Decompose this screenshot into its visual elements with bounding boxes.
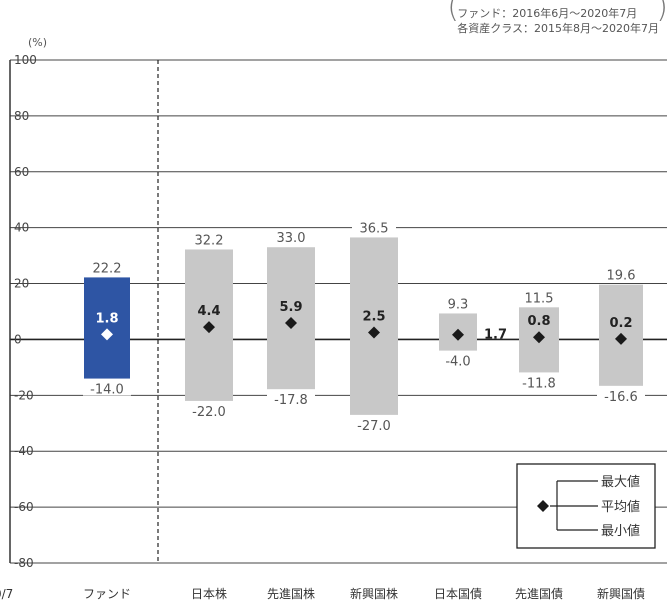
legend-label: 最大値	[601, 474, 640, 490]
y-tick-label: -40	[14, 444, 34, 458]
min-label-bg	[267, 392, 315, 407]
max-label-bg	[599, 267, 643, 282]
min-label-bg	[515, 375, 563, 390]
max-label: 33.0	[277, 231, 306, 246]
min-label: -22.0	[192, 405, 226, 420]
max-label-bg	[517, 290, 561, 305]
mean-marker	[452, 328, 464, 341]
clipped-date-label: 0/7	[0, 587, 13, 601]
y-tick-label: -60	[14, 500, 34, 514]
category-label: 日本株	[191, 586, 227, 601]
mean-marker	[285, 316, 297, 329]
mean-label: 2.5	[362, 309, 385, 324]
note-open-paren: (	[447, 0, 459, 25]
category-label: 日本国債	[434, 586, 482, 601]
legend-mean-marker	[537, 500, 549, 512]
mean-marker	[368, 326, 380, 339]
max-label-bg	[436, 296, 480, 311]
y-tick-label: 0	[14, 332, 22, 346]
max-label-bg	[187, 232, 231, 247]
max-label: 19.6	[607, 269, 636, 284]
y-tick-label: 60	[14, 165, 29, 179]
max-label-bg	[352, 220, 396, 235]
category-label: ファンド	[83, 587, 131, 601]
max-label-bg	[269, 230, 313, 245]
max-label: 22.2	[93, 261, 122, 276]
min-label: -14.0	[90, 383, 124, 398]
min-label: -17.8	[274, 393, 308, 408]
note-asset-period: 各資産クラス：2015年8月～2020年7月	[457, 22, 659, 35]
y-tick-label: 100	[14, 53, 37, 67]
min-label-bg	[83, 381, 131, 396]
y-axis-unit: (%)	[28, 36, 47, 49]
min-label: -11.8	[522, 376, 556, 391]
max-label: 9.3	[448, 297, 469, 312]
y-tick-label: 80	[14, 109, 29, 123]
y-tick-label: -80	[14, 556, 34, 570]
y-tick-label: 40	[14, 221, 29, 235]
mean-label: 5.9	[279, 300, 302, 315]
min-label: -4.0	[445, 355, 470, 370]
min-label: -16.6	[604, 390, 638, 405]
period-note: ( ファンド：2016年6月～2020年7月 各資産クラス：2015年8月～20…	[447, 0, 667, 36]
min-label: -27.0	[357, 419, 391, 434]
y-tick-label: 20	[14, 277, 29, 291]
mean-marker	[533, 331, 545, 344]
note-fund-period: ファンド：2016年6月～2020年7月	[457, 7, 638, 20]
mean-marker	[615, 332, 627, 345]
mean-label: 0.2	[609, 316, 632, 331]
category-label: 新興国債	[597, 586, 645, 601]
min-label-bg	[350, 417, 398, 432]
min-label-bg	[597, 388, 645, 403]
min-label-bg	[434, 353, 482, 368]
note-close-paren: )	[656, 0, 667, 25]
mean-label: 1.8	[95, 311, 118, 326]
range-bar	[84, 277, 130, 379]
mean-marker	[101, 328, 113, 341]
max-label: 36.5	[360, 221, 389, 236]
y-tick-label: -20	[14, 388, 34, 402]
category-label: 先進国債	[515, 586, 563, 601]
category-label: 新興国株	[350, 586, 398, 601]
mean-label: 0.8	[527, 314, 550, 329]
mean-label: 1.7	[484, 328, 507, 343]
max-label-bg	[85, 260, 129, 275]
range-bar	[350, 237, 398, 415]
mean-marker	[203, 321, 215, 334]
max-label: 11.5	[525, 291, 554, 306]
legend-label: 最小値	[601, 523, 640, 539]
category-label: 先進国株	[267, 586, 315, 601]
max-label: 32.2	[195, 233, 224, 248]
mean-label: 4.4	[197, 304, 220, 319]
legend-label: 平均値	[601, 499, 640, 515]
min-label-bg	[185, 403, 233, 418]
